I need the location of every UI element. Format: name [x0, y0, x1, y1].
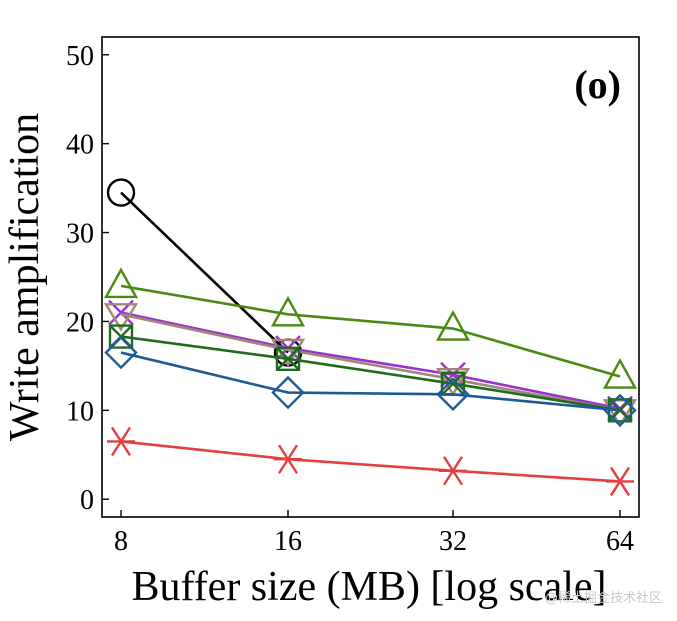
series: [108, 324, 633, 423]
x-axis-title: Buffer size (MB) [log scale]: [131, 564, 606, 610]
data-point: [106, 178, 136, 207]
x-tick-label: 16: [274, 526, 302, 557]
x-axis: 8 16 32 64: [114, 510, 634, 557]
data-point: [435, 310, 471, 341]
series: [103, 267, 638, 389]
plot-area-frame: [101, 36, 640, 518]
data-point: [606, 466, 634, 497]
data-point: [104, 335, 138, 370]
y-tick-label: 0: [80, 485, 94, 516]
data-point: [602, 358, 638, 389]
y-axis: 0 10 20 30 40 50: [66, 41, 109, 516]
y-axis-title: Write amplification: [2, 113, 48, 441]
watermark: @稀土掘金技术社区: [545, 590, 662, 606]
data-point: [436, 377, 470, 412]
x-tick-label: 32: [439, 526, 467, 557]
panel-label: (o): [574, 62, 621, 107]
series-line: [120, 351, 621, 412]
data-point: [103, 303, 139, 332]
y-tick-label: 40: [66, 130, 94, 161]
data-point: [270, 295, 306, 327]
series-line: [120, 440, 621, 483]
series-line: [120, 284, 621, 378]
data-point: [107, 426, 135, 457]
data-point: [274, 444, 302, 474]
series-line: [120, 311, 621, 410]
data-point: [439, 456, 467, 486]
series: [108, 299, 633, 422]
series-line: [120, 191, 289, 354]
y-tick-label: 10: [66, 396, 94, 427]
y-tick-label: 30: [66, 219, 94, 250]
y-tick-label: 20: [66, 307, 94, 338]
data-point: [603, 393, 637, 428]
series: [107, 426, 634, 497]
data-point: [103, 267, 139, 299]
x-tick-label: 64: [606, 526, 634, 557]
x-tick-label: 8: [114, 526, 128, 557]
data-point: [275, 346, 301, 371]
y-tick-label: 50: [66, 41, 94, 72]
data-point: [271, 375, 305, 410]
series-line: [120, 313, 621, 412]
series: [104, 335, 637, 428]
series-line: [120, 335, 621, 412]
plot-marks: [103, 178, 638, 497]
